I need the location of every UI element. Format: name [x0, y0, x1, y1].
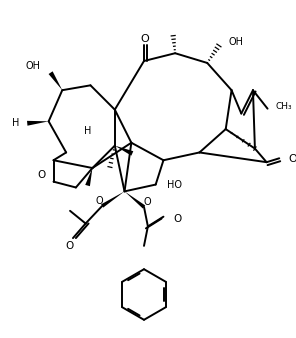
Text: O: O — [65, 241, 73, 251]
Text: OH: OH — [26, 61, 41, 71]
Text: O: O — [95, 196, 103, 206]
Polygon shape — [115, 146, 133, 156]
Text: H: H — [12, 118, 20, 128]
Text: O: O — [38, 170, 46, 180]
Polygon shape — [49, 71, 62, 90]
Polygon shape — [27, 121, 49, 126]
Text: H: H — [84, 126, 91, 136]
Text: O: O — [141, 33, 149, 44]
Text: O: O — [288, 154, 296, 164]
Polygon shape — [101, 191, 125, 208]
Text: HO: HO — [167, 179, 182, 190]
Text: OH: OH — [229, 37, 244, 47]
Text: O: O — [143, 197, 151, 207]
Polygon shape — [85, 168, 92, 186]
Polygon shape — [125, 191, 145, 209]
Text: CH₃: CH₃ — [275, 102, 292, 111]
Text: O: O — [173, 214, 181, 224]
